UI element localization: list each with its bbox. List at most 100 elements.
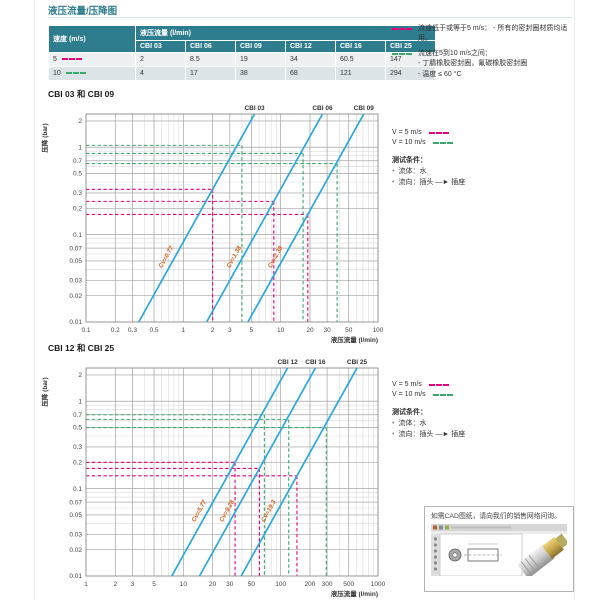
y-tick-label: 2 <box>78 372 82 379</box>
curve-line <box>198 367 317 577</box>
x-tick-label: 30 <box>323 327 331 334</box>
table-cell: 4 <box>135 66 186 81</box>
x-tick-label: 1 <box>84 581 88 588</box>
note-line: - 温度 ≤ 60 °C <box>418 70 462 78</box>
bullet-icon: • <box>392 430 395 438</box>
table-cell: 121 <box>335 66 386 81</box>
curve-line <box>240 367 358 577</box>
y-tick-label: 0.02 <box>69 293 82 300</box>
cad-app-screenshot <box>431 524 567 577</box>
column-header: CBI 06 <box>185 40 236 53</box>
y-tick-label: 0.3 <box>73 190 82 197</box>
column-header: CBI 03 <box>135 40 186 53</box>
note-v5: 流速低于或等于5 m/s： - 所有的密封圈材质均适用。 <box>392 24 578 44</box>
x-tick-label: 30 <box>226 581 234 588</box>
x-tick-label: 500 <box>343 581 354 588</box>
y-tick-label: 0.3 <box>73 444 82 451</box>
condition-text: 流体：水 <box>398 167 427 175</box>
y-tick-label: 0.2 <box>73 206 82 213</box>
x-tick-label: 50 <box>345 327 353 334</box>
condition-text: 流体：水 <box>398 419 427 427</box>
y-tick-label: 0.07 <box>69 245 82 252</box>
side-tool-icon <box>433 561 438 565</box>
seal-material-notes: 流速低于或等于5 m/s： - 所有的密封圈材质均适用。 流速在5到10 m/s… <box>392 24 578 85</box>
toolbar-icon <box>445 525 449 530</box>
table-cell: 68 <box>285 66 336 81</box>
x-tick-label: 0.1 <box>81 327 90 334</box>
table-cell: 60.5 <box>335 52 386 67</box>
flow-rate-table: 速度 (m/s) 液压流量 (l/min) CBI 03 CBI 06 CBI … <box>48 25 436 81</box>
x-tick-label: 0.3 <box>128 327 137 334</box>
v5-label: V = 5 m/s <box>392 380 422 388</box>
table-cell: 8.5 <box>185 52 236 67</box>
table-cell: 38 <box>235 66 286 81</box>
pressure-drop-chart-1: 0.1 0.2 0.3 0.5 1 2 3 5 10 20 30 50 100 2 1 0.7 0.5 0.3 0.… <box>40 105 384 344</box>
condition-item: • 流体：水 <box>392 419 578 430</box>
y-tick-label: 0.03 <box>69 532 82 539</box>
conditions-title: 测试条件： <box>392 409 427 416</box>
table-row: 5 2 8.5 19 34 60.5 147 <box>48 52 436 67</box>
y-tick-label: 0.02 <box>69 547 82 554</box>
y-tick-label: 1 <box>78 398 82 405</box>
x-tick-label: 5 <box>152 581 156 588</box>
x-tick-label: 5 <box>250 327 254 334</box>
table-cell: 294 <box>385 66 436 81</box>
table-cell: 17 <box>185 66 236 81</box>
y-axis-label: 压降 (bar) <box>40 123 49 152</box>
x-tick-label: 100 <box>275 581 286 588</box>
v10-dash-swatch <box>392 53 412 56</box>
page-title: 液压流量/压降图 <box>48 6 118 17</box>
conditions-title: 测试条件： <box>392 157 427 164</box>
v10-dash-swatch <box>65 72 86 75</box>
x-tick-label: 3 <box>228 327 232 334</box>
table-cell: 2 <box>135 52 186 67</box>
side-tool-icon <box>433 567 438 571</box>
y-tick-label: 0.2 <box>73 460 82 467</box>
x-tick-label: 200 <box>305 581 316 588</box>
x-tick-label: 0.2 <box>111 327 120 334</box>
plot-border <box>85 113 379 323</box>
note-line: - 丁腈橡胶密封圈，氟碳橡胶密封圈 <box>418 60 528 68</box>
coupling-photo <box>517 533 567 577</box>
knurl-line <box>524 558 537 574</box>
y-tick-label: 2 <box>78 118 82 125</box>
y-tick-label: 0.07 <box>69 499 82 506</box>
note-text: 流速在5到10 m/s之间： - 丁腈橡胶密封圈，氟碳橡胶密封圈 - 温度 ≤ … <box>418 49 527 79</box>
side-tool-icon <box>433 543 438 547</box>
v10-label: V = 10 m/s <box>392 390 426 398</box>
x-tick-label: 2 <box>211 327 215 334</box>
v10-dash-swatch <box>432 142 453 144</box>
x-tick-label: 1 <box>182 327 186 334</box>
v5-label: V = 5 m/s <box>392 128 422 136</box>
cad-menubar <box>431 531 567 535</box>
table-header-row: 速度 (m/s) 液压流量 (l/min) <box>48 25 436 53</box>
legend-row-v5: V = 5 m/s <box>392 128 578 138</box>
y-tick-label: 1 <box>78 144 82 151</box>
x-tick-label: 0.5 <box>150 327 159 334</box>
v5-dash-swatch <box>392 28 412 30</box>
x-tick-label: 2 <box>113 581 117 588</box>
cad-info-text: 如需CAD图纸，请向我们的销售网络问询。 <box>431 513 561 520</box>
table-cell: 19 <box>235 52 286 67</box>
x-tick-label: 20 <box>306 327 314 334</box>
side-tool-icon <box>433 555 438 559</box>
x-tick-label: 100 <box>373 327 384 334</box>
chart1-title: CBI 03 和 CBI 09 <box>48 89 115 99</box>
flow-header-cell: 液压流量 (l/min) <box>135 25 436 41</box>
y-tick-label: 0.05 <box>69 512 82 519</box>
v10-label: V = 10 m/s <box>392 138 426 146</box>
legend-row-v10: V = 10 m/s <box>392 138 578 148</box>
condition-text: 流向：插头 —► 插座 <box>398 178 466 186</box>
y-tick-label: 0.7 <box>73 412 82 419</box>
curve-line <box>171 367 289 577</box>
page-edge-right <box>574 0 575 600</box>
speed-value: 10 <box>53 70 61 77</box>
x-axis-label: 液压流量 (l/min) <box>331 589 378 598</box>
condition-item: • 流体：水 <box>392 167 578 178</box>
x-tick-label: 1000 <box>371 581 386 588</box>
side-tool-icon <box>433 537 438 541</box>
v5-dash-swatch <box>428 384 449 386</box>
y-tick-label: 0.5 <box>73 425 82 432</box>
curve-name-label: CBI 09 <box>354 105 375 112</box>
